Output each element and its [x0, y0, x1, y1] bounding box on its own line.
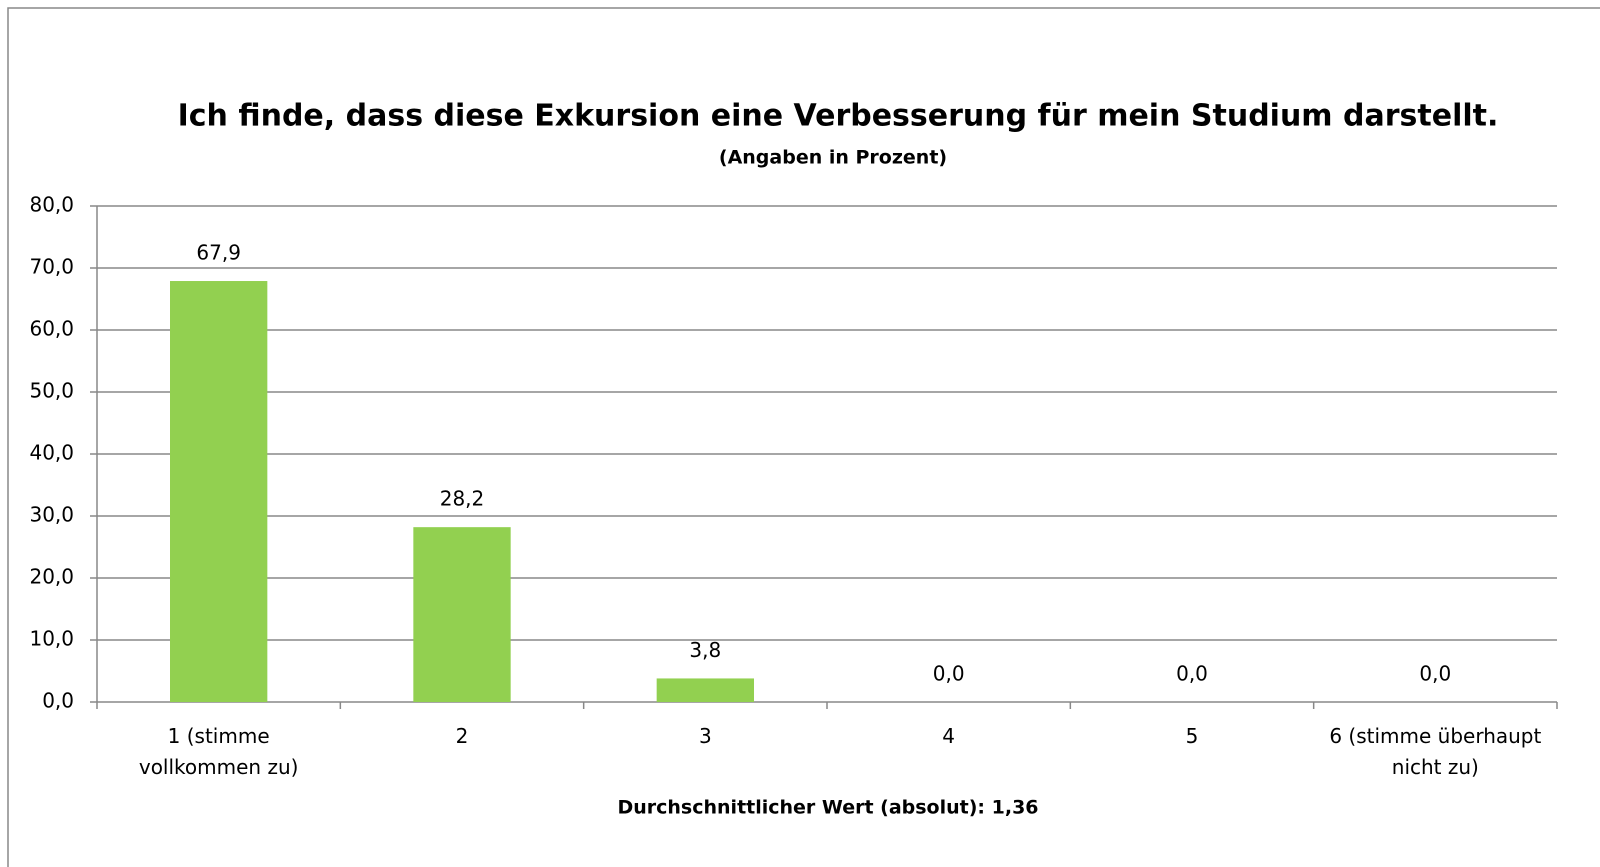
- data-label: 67,9: [196, 241, 241, 265]
- x-tick-label: 1 (stimme vollkommen zu): [138, 724, 299, 779]
- bar: [170, 281, 268, 702]
- chart-subtitle: (Angaben in Prozent): [719, 147, 947, 169]
- data-label: 3,8: [689, 638, 721, 662]
- data-label: 0,0: [1176, 662, 1208, 686]
- y-tick-label: 60,0: [29, 317, 74, 341]
- data-label: 0,0: [933, 662, 965, 686]
- y-tick-label: 0,0: [42, 689, 74, 713]
- y-tick-label: 10,0: [29, 627, 74, 651]
- chart-frame: [7, 7, 1600, 867]
- bar: [413, 527, 511, 702]
- y-tick-label: 70,0: [29, 255, 74, 279]
- x-tick-label: 6 (stimme überhaupt nicht zu): [1329, 724, 1542, 779]
- x-tick-label: 5: [1185, 724, 1199, 748]
- chart-title: Ich finde, dass diese Exkursion eine Ver…: [178, 99, 1499, 134]
- data-label: 28,2: [440, 487, 485, 511]
- data-label: 0,0: [1419, 662, 1451, 686]
- y-tick-label: 20,0: [29, 565, 74, 589]
- x-tick-label: 3: [698, 724, 712, 748]
- y-tick-label: 30,0: [29, 503, 74, 527]
- bar: [656, 678, 754, 702]
- y-tick-label: 40,0: [29, 441, 74, 465]
- y-tick-label: 80,0: [29, 193, 74, 217]
- x-tick-label: 4: [942, 724, 956, 748]
- y-tick-label: 50,0: [29, 379, 74, 403]
- x-tick-label: 2: [455, 724, 469, 748]
- x-axis-label: Durchschnittlicher Wert (absolut): 1,36: [617, 797, 1038, 819]
